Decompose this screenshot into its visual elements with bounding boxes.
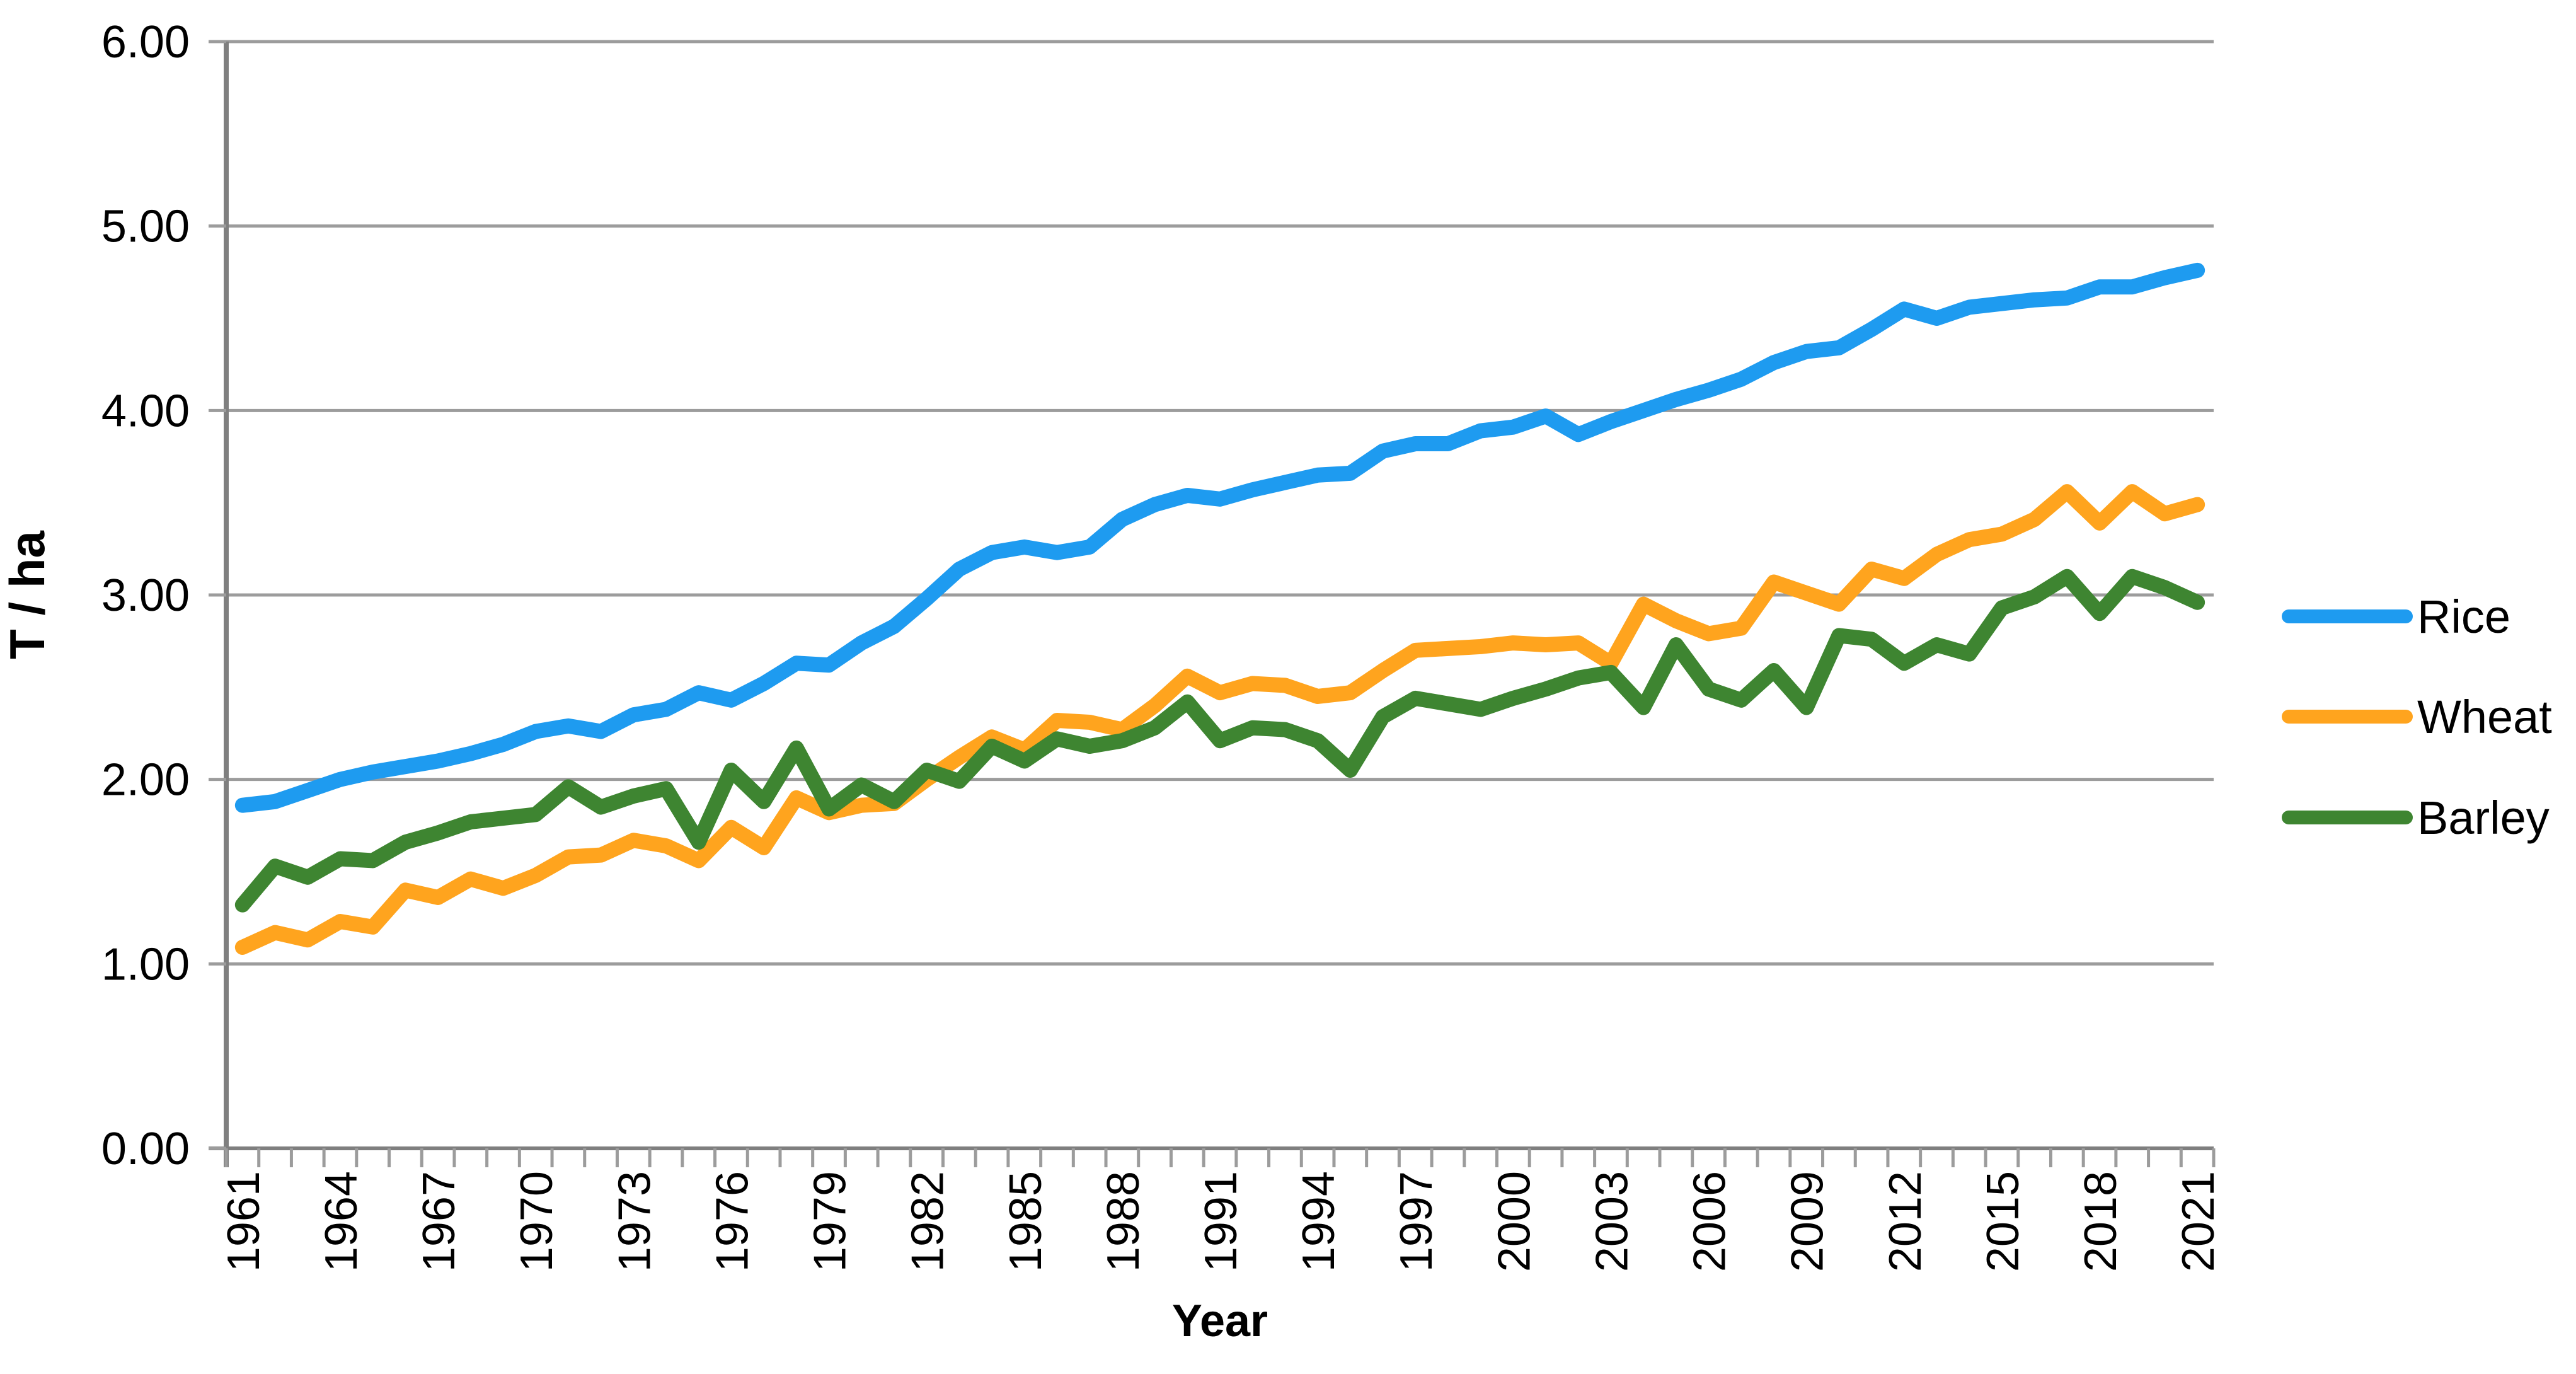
x-tick-label: 1979: [805, 1171, 856, 1272]
series-line-rice: [234, 262, 2205, 813]
series-line-barley: [234, 569, 2205, 913]
y-tick-label: 1.00: [101, 939, 190, 990]
gridlines: [226, 40, 2214, 966]
x-tick-label: 2006: [1685, 1171, 1735, 1272]
legend-label-wheat: Wheat: [2417, 691, 2552, 743]
x-tick-label: 1964: [316, 1171, 367, 1272]
y-tick-label: 5.00: [101, 202, 190, 252]
x-tick-label: 1991: [1196, 1171, 1246, 1272]
tick-marks: [209, 40, 2216, 1167]
x-tick-label: 1994: [1294, 1171, 1344, 1272]
y-tick-label: 2.00: [101, 755, 190, 805]
x-tick-label: 2015: [1978, 1171, 2028, 1272]
x-tick-label: 1973: [609, 1171, 660, 1272]
axes: [209, 42, 2214, 1167]
x-tick-label: 1970: [512, 1171, 562, 1272]
legend-label-rice: Rice: [2417, 591, 2510, 643]
x-tick-label: 2021: [2173, 1171, 2224, 1272]
x-axis-title: Year: [1172, 1296, 1268, 1346]
x-tick-label: 1961: [219, 1171, 269, 1272]
series-lines: [234, 262, 2205, 955]
y-tick-label: 4.00: [101, 386, 190, 436]
y-tick-label: 6.00: [101, 17, 190, 67]
x-tick-label: 1997: [1391, 1171, 1442, 1272]
x-tick-label: 2012: [1880, 1171, 1931, 1272]
x-tick-label: 1976: [707, 1171, 757, 1272]
x-tick-label: 2000: [1489, 1171, 1539, 1272]
x-tick-label: 1988: [1098, 1171, 1149, 1272]
series-line-wheat: [234, 484, 2205, 955]
y-tick-labels: 0.00 1.00 2.00 3.00 4.00 5.00 6.00: [101, 17, 190, 1174]
axis-titles: T / ha Year: [0, 531, 1268, 1346]
y-tick-label: 0.00: [101, 1124, 190, 1174]
x-tick-label: 1967: [414, 1171, 464, 1272]
legend: Rice Wheat Barley: [2282, 591, 2552, 844]
y-axis-title: T / ha: [0, 531, 55, 659]
x-tick-label: 2003: [1587, 1171, 1637, 1272]
x-tick-label: 1985: [1001, 1171, 1051, 1272]
x-tick-label: 1982: [903, 1171, 953, 1272]
x-tick-label: 2018: [2076, 1171, 2126, 1272]
legend-label-barley: Barley: [2417, 792, 2550, 844]
x-tick-labels: 1961 1964 1967 1970 1973 1976 1979 1982 1985 1988…: [219, 1171, 2224, 1272]
x-tick-label: 2009: [1783, 1171, 1833, 1272]
y-tick-label: 3.00: [101, 570, 190, 621]
